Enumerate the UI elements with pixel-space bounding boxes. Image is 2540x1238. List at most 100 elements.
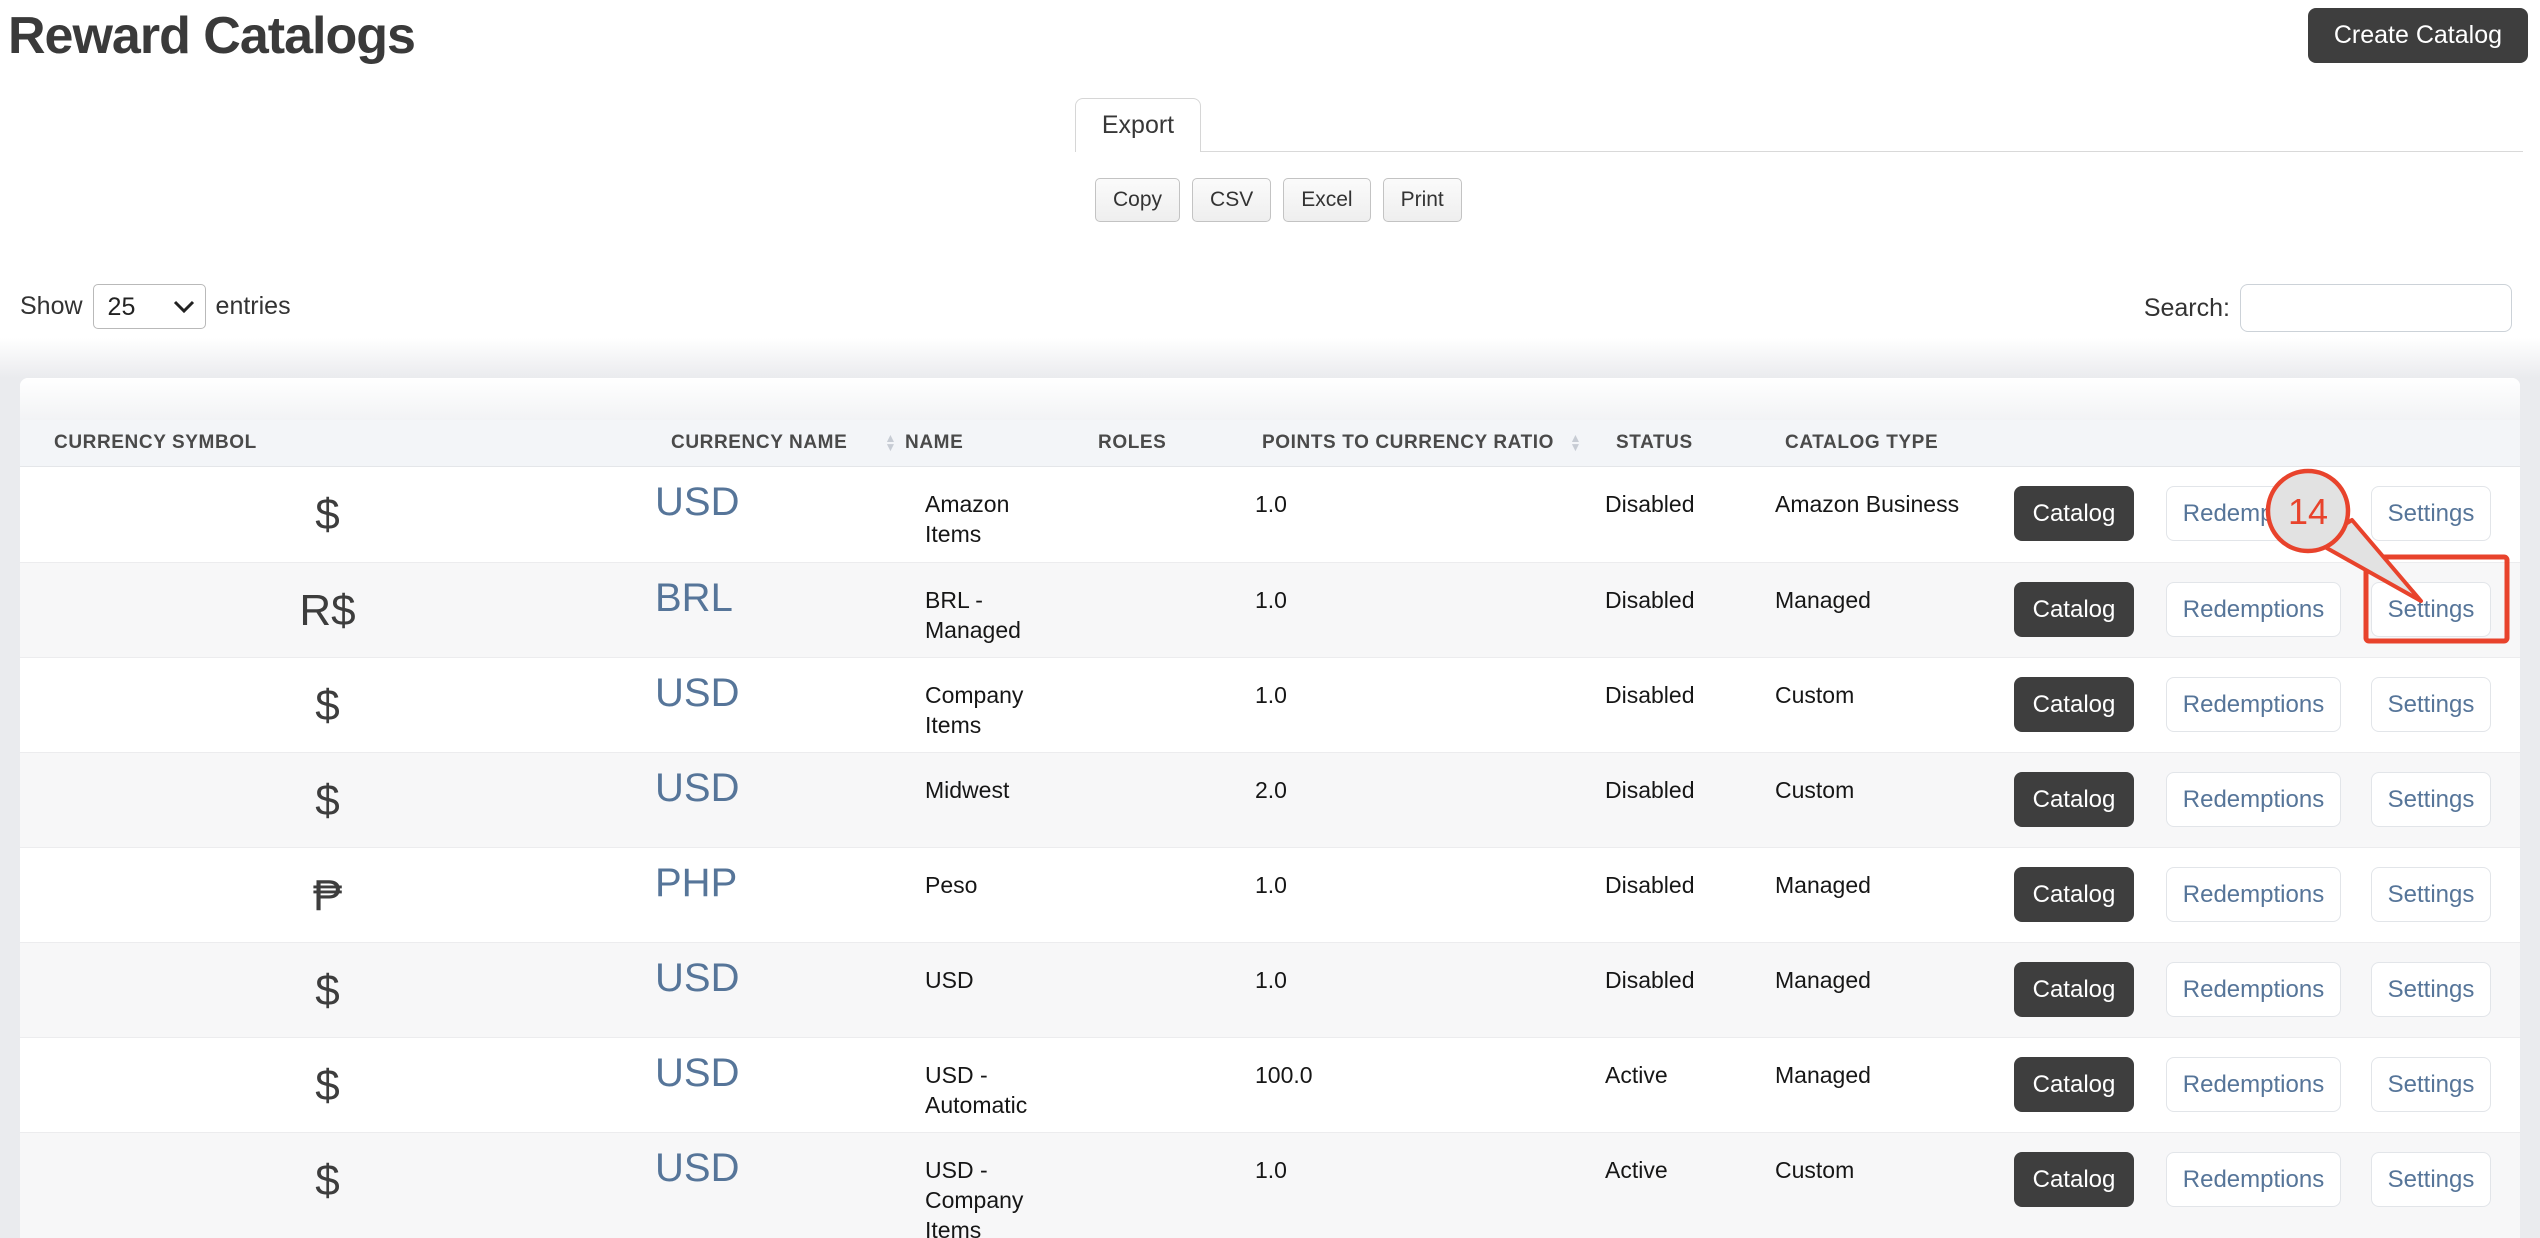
catalog-type-cell: Custom: [1775, 682, 1855, 708]
redemptions-button[interactable]: Redemptions: [2166, 677, 2341, 732]
search-control: Search:: [2144, 284, 2512, 332]
settings-button[interactable]: Settings: [2371, 486, 2491, 541]
col-header-catalog-type[interactable]: Catalog Type: [1785, 432, 1939, 453]
entries-label: entries: [215, 292, 291, 320]
currency-name-link[interactable]: USD: [655, 1146, 740, 1190]
currency-name-cell: BRL: [635, 563, 905, 657]
currency-symbol-cell: $: [315, 1061, 340, 1110]
catalog-button[interactable]: Catalog: [2014, 772, 2134, 827]
name-cell: BRL - Managed: [925, 587, 1021, 643]
currency-name-cell: USD: [635, 943, 905, 1037]
catalog-button[interactable]: Catalog: [2014, 962, 2134, 1017]
tab-divider: [1075, 151, 2523, 152]
catalog-button[interactable]: Catalog: [2014, 867, 2134, 922]
catalog-button[interactable]: Catalog: [2014, 1057, 2134, 1112]
settings-button[interactable]: Settings: [2371, 772, 2491, 827]
currency-symbol-cell: $: [315, 681, 340, 730]
print-button[interactable]: Print: [1382, 178, 1462, 222]
search-input[interactable]: [2240, 284, 2512, 332]
status-cell: Disabled: [1605, 967, 1695, 993]
col-header-roles[interactable]: Roles: [1098, 432, 1167, 453]
sort-icon: ▲ ▼: [1569, 431, 1582, 454]
table-row: $ USD USD - Automatic 100.0 Active Manag…: [20, 1037, 2520, 1132]
catalog-type-cell: Managed: [1775, 967, 1871, 993]
table-row: $ USD Company Items 1.0 Disabled Custom …: [20, 657, 2520, 752]
status-cell: Disabled: [1605, 872, 1695, 898]
page-title: Reward Catalogs: [8, 7, 416, 65]
catalog-type-cell: Managed: [1775, 872, 1871, 898]
col-header-status[interactable]: Status: [1616, 432, 1693, 453]
roles-cell: [1080, 1133, 1240, 1238]
currency-name-link[interactable]: USD: [655, 766, 740, 810]
show-label: Show: [20, 292, 83, 320]
roles-cell: [1080, 753, 1240, 847]
ratio-cell: 1.0: [1255, 1157, 1287, 1183]
settings-button[interactable]: Settings: [2371, 677, 2491, 732]
currency-name-link[interactable]: USD: [655, 671, 740, 715]
currency-symbol-cell: ₱: [312, 871, 343, 920]
currency-name-link[interactable]: USD: [655, 480, 740, 524]
catalog-type-cell: Managed: [1775, 1062, 1871, 1088]
settings-button[interactable]: Settings: [2371, 1152, 2491, 1207]
entries-control: Show 25 entries: [20, 284, 291, 329]
currency-name-cell: PHP: [635, 848, 905, 942]
roles-cell: [1080, 658, 1240, 752]
excel-button[interactable]: Excel: [1283, 178, 1371, 222]
roles-cell: [1080, 563, 1240, 657]
redemptions-button[interactable]: Redemptions: [2166, 772, 2341, 827]
table-row: $ USD Amazon Items 1.0 Disabled Amazon B…: [20, 467, 2520, 562]
settings-button[interactable]: Settings: [2371, 962, 2491, 1017]
currency-name-link[interactable]: PHP: [655, 861, 738, 905]
currency-symbol-cell: $: [315, 1156, 340, 1205]
catalog-type-cell: Managed: [1775, 587, 1871, 613]
status-cell: Disabled: [1605, 777, 1695, 803]
currency-name-cell: USD: [635, 1133, 905, 1238]
catalog-button[interactable]: Catalog: [2014, 677, 2134, 732]
ratio-cell: 1.0: [1255, 587, 1287, 613]
table-body: $ USD Amazon Items 1.0 Disabled Amazon B…: [20, 467, 2520, 1238]
catalog-button[interactable]: Catalog: [2014, 486, 2134, 541]
col-header-currency-name[interactable]: Currency Name ▲ ▼: [671, 431, 897, 454]
table-row: $ USD USD 1.0 Disabled Managed Catalog R…: [20, 942, 2520, 1037]
sort-icon: ▲ ▼: [884, 431, 897, 454]
redemptions-button[interactable]: Redemptions: [2166, 582, 2341, 637]
redemptions-button[interactable]: Redemptions: [2166, 962, 2341, 1017]
redemptions-button[interactable]: Redemptions: [2166, 867, 2341, 922]
catalog-button[interactable]: Catalog: [2014, 1152, 2134, 1207]
status-cell: Active: [1605, 1062, 1668, 1088]
table-row: R$ BRL BRL - Managed 1.0 Disabled Manage…: [20, 562, 2520, 657]
card-top-strip: [20, 378, 2520, 420]
col-header-name[interactable]: Name: [905, 432, 964, 453]
roles-cell: [1080, 467, 1240, 562]
redemptions-button[interactable]: Redemptions: [2166, 1152, 2341, 1207]
settings-button[interactable]: Settings: [2371, 1057, 2491, 1112]
currency-name-cell: USD: [635, 753, 905, 847]
create-catalog-button[interactable]: Create Catalog: [2307, 8, 2528, 63]
table-header-row: Currency Symbol Currency Name ▲ ▼ Name Ro…: [20, 420, 2520, 467]
status-cell: Disabled: [1605, 587, 1695, 613]
settings-button[interactable]: Settings: [2371, 867, 2491, 922]
roles-cell: [1080, 1038, 1240, 1132]
ratio-cell: 1.0: [1255, 967, 1287, 993]
csv-button[interactable]: CSV: [1192, 178, 1272, 222]
ratio-cell: 1.0: [1255, 872, 1287, 898]
status-cell: Active: [1605, 1157, 1668, 1183]
currency-name-cell: USD: [635, 467, 905, 562]
settings-button[interactable]: Settings: [2371, 582, 2491, 637]
currency-symbol-cell: R$: [299, 586, 356, 635]
currency-name-link[interactable]: BRL: [655, 576, 733, 620]
col-header-currency-symbol: Currency Symbol: [54, 432, 257, 453]
catalog-type-cell: Custom: [1775, 1157, 1855, 1183]
currency-symbol-cell: $: [315, 776, 340, 825]
redemptions-button[interactable]: Redemptions: [2166, 486, 2341, 541]
col-header-ratio[interactable]: Points To Currency Ratio ▲ ▼: [1262, 431, 1582, 454]
redemptions-button[interactable]: Redemptions: [2166, 1057, 2341, 1112]
ratio-cell: 1.0: [1255, 491, 1287, 517]
copy-button[interactable]: Copy: [1095, 178, 1181, 222]
tab-export[interactable]: Export: [1075, 98, 1201, 152]
catalog-type-cell: Amazon Business: [1775, 491, 1960, 517]
catalog-button[interactable]: Catalog: [2014, 582, 2134, 637]
currency-name-link[interactable]: USD: [655, 1051, 740, 1095]
page-size-select[interactable]: 25: [92, 284, 206, 329]
currency-name-link[interactable]: USD: [655, 956, 740, 1000]
